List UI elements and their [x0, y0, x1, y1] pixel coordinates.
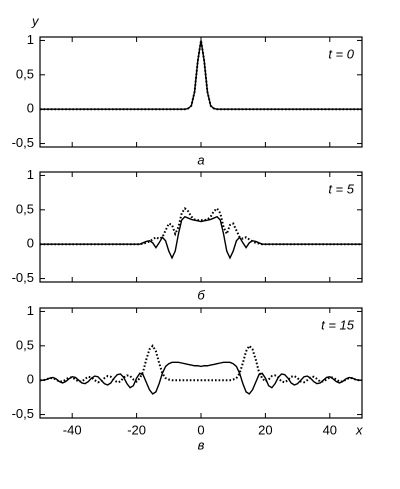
line-dotted: [40, 40, 362, 111]
y-tick-label: -0,5: [12, 135, 34, 150]
x-axis-label: x: [355, 422, 363, 437]
y-tick-label: 0: [27, 236, 34, 251]
y-tick-label: -0,5: [12, 406, 34, 421]
panel-caption: б: [197, 287, 205, 302]
x-tick-label: -40: [63, 422, 82, 437]
y-tick-label: 0,5: [16, 66, 34, 81]
panel-annotation: t = 15: [321, 317, 355, 332]
panel-caption: в: [198, 437, 205, 452]
x-tick-label: -20: [127, 422, 146, 437]
plot-frame: [39, 36, 363, 148]
plot-frame: [39, 171, 363, 283]
y-axis-label: у: [31, 13, 40, 28]
panel-annotation: t = 5: [328, 181, 354, 196]
panel-annotation: t = 0: [328, 46, 354, 61]
panel-caption: a: [197, 152, 204, 167]
y-tick-label: 0: [27, 372, 34, 387]
x-tick-label: 20: [258, 422, 272, 437]
plot-frame: [39, 307, 363, 419]
y-tick-label: 1: [27, 167, 34, 182]
line-solid: [40, 215, 362, 260]
y-tick-label: 0,5: [16, 337, 34, 352]
x-tick-label: 40: [323, 422, 337, 437]
y-tick-label: 1: [27, 32, 34, 47]
line-solid: [40, 40, 362, 110]
x-tick-label: 0: [197, 422, 204, 437]
y-tick-label: 0,5: [16, 201, 34, 216]
line-dotted: [40, 206, 362, 246]
y-tick-label: -0,5: [12, 270, 34, 285]
y-tick-label: 1: [27, 303, 34, 318]
y-tick-label: 0: [27, 101, 34, 116]
line-solid: [40, 361, 362, 395]
line-dotted: [40, 344, 362, 384]
